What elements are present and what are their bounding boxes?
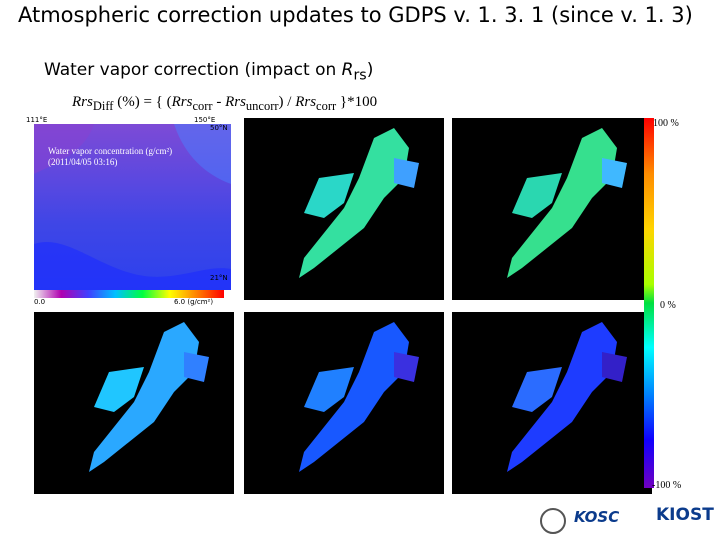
logo-seal-icon	[540, 508, 566, 534]
rrs-map	[507, 322, 627, 472]
rrs-map	[507, 128, 627, 278]
water-vapor-panel: 111°E 150°E Water vapor concentration (g…	[26, 116, 236, 306]
rrs-panel-660: RrsDiff (660 nm) (2011/04/05 03:16)	[244, 312, 444, 494]
panel-title-660: RrsDiff (660 nm) (2011/04/05 03:16)	[246, 314, 379, 327]
rrs-map	[89, 322, 209, 472]
lon-right-label: 150°E	[194, 116, 216, 124]
panel-title-490: RrsDiff (490 nm) (2011/04/05 03:16)	[454, 120, 587, 133]
rrs-panel-680: RrsDiff (680 nm) (2011/04/05 03:16)	[452, 312, 652, 494]
lon-left-label: 111°E	[26, 116, 48, 124]
kosc-logo: KOSC	[574, 508, 620, 526]
rrs-panel-443: RrsDiff (443 nm) (2011/04/05 03:16)	[244, 118, 444, 300]
legend-top-label: 100 %	[653, 118, 679, 129]
legend-bottom-label: -100 %	[652, 480, 682, 491]
kiost-logo: KIOST	[656, 505, 714, 525]
formula: RrsDiff (%) = { (Rrscorr - Rrsuncorr) / …	[72, 94, 378, 113]
lat-top-label: 50°N	[210, 124, 228, 132]
panel-title-555: RrsDiff (555 nm) (2011/04/05 03:16)	[36, 314, 169, 327]
rrs-panel-555: RrsDiff (555 nm) (2011/04/05 03:16)	[34, 312, 234, 494]
rrs-panel-490: RrsDiff (490 nm) (2011/04/05 03:16)	[452, 118, 652, 300]
panel-title-680: RrsDiff (680 nm) (2011/04/05 03:16)	[454, 314, 587, 327]
water-vapor-label: Water vapor concentration (g/cm²) (2011/…	[48, 146, 173, 167]
water-vapor-colorbar	[34, 290, 224, 298]
rrs-map	[299, 322, 419, 472]
slide-subtitle: Water vapor correction (impact on Rrs)	[44, 60, 374, 84]
lat-bottom-label: 21°N	[210, 274, 228, 282]
legend-mid-label: 0 %	[660, 300, 676, 311]
panel-title-443: RrsDiff (443 nm) (2011/04/05 03:16)	[246, 120, 379, 133]
slide-title: Atmospheric correction updates to GDPS v…	[18, 3, 693, 27]
colorbar-min: 0.0	[34, 298, 46, 306]
water-vapor-map: Water vapor concentration (g/cm²) (2011/…	[34, 124, 231, 290]
rrs-map	[299, 128, 419, 278]
diff-colorbar	[644, 118, 654, 488]
colorbar-max: 6.0 (g/cm²)	[174, 298, 214, 306]
